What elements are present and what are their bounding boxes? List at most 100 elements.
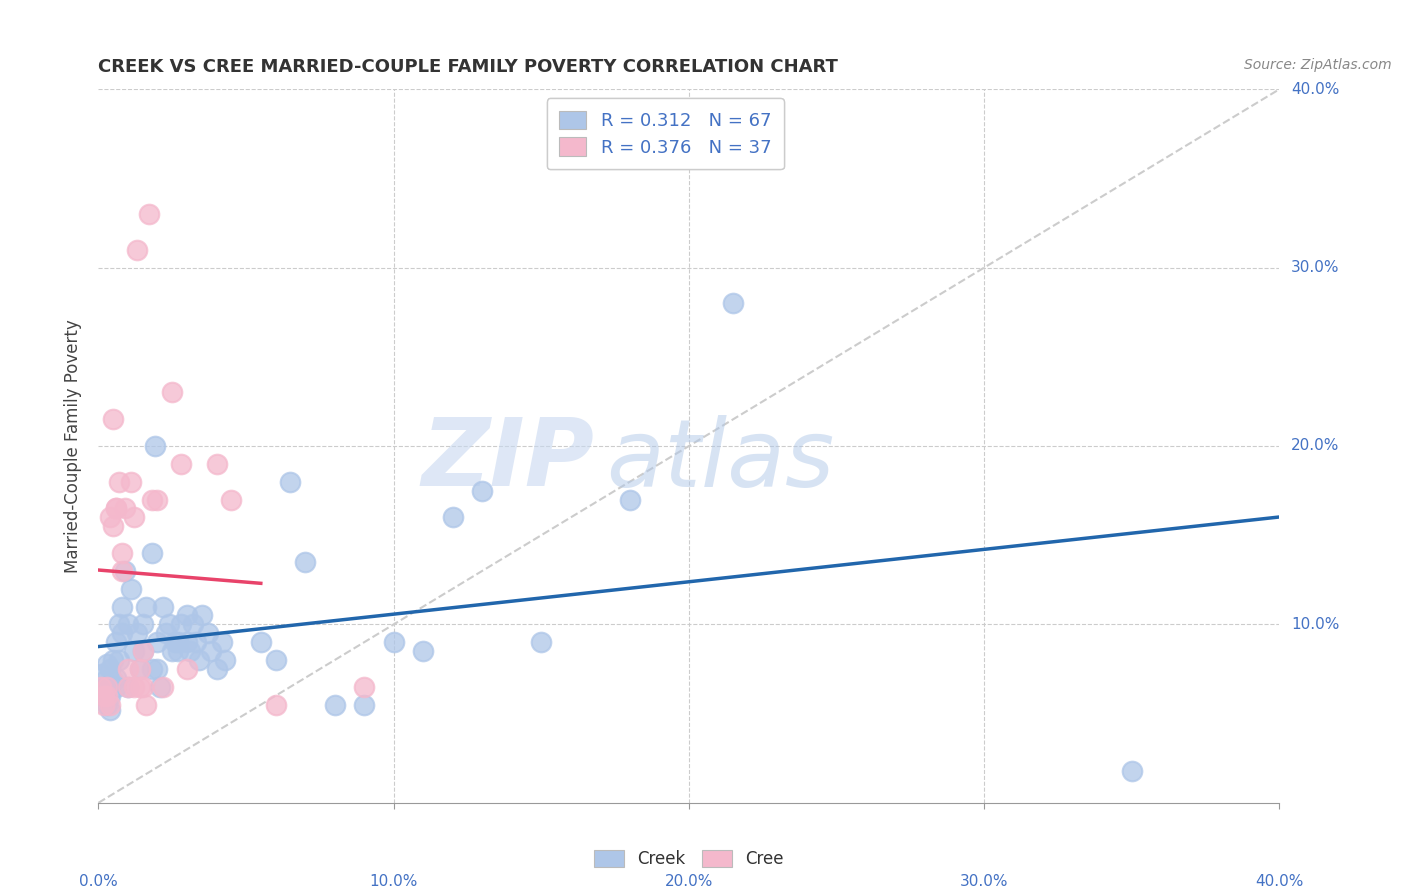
Point: [132, 680, 155, 694]
Point: [219, 492, 242, 507]
Point: [149, 680, 172, 694]
Point: [96, 680, 118, 694]
Point: [108, 475, 131, 489]
Point: [181, 617, 204, 632]
Point: [146, 635, 169, 649]
Point: [108, 653, 131, 667]
Point: [105, 671, 128, 685]
Point: [96, 689, 118, 703]
Text: 20.0%: 20.0%: [1291, 439, 1340, 453]
Point: [122, 680, 145, 694]
Point: [128, 662, 150, 676]
Point: [114, 501, 136, 516]
Text: Source: ZipAtlas.com: Source: ZipAtlas.com: [1244, 58, 1392, 72]
Point: [264, 698, 287, 712]
Point: [114, 564, 136, 578]
Point: [105, 501, 128, 516]
Point: [111, 599, 134, 614]
Point: [471, 483, 494, 498]
Point: [90, 680, 112, 694]
Point: [141, 662, 163, 676]
Text: atlas: atlas: [606, 415, 835, 506]
Point: [105, 635, 128, 649]
Point: [93, 674, 115, 689]
Point: [214, 653, 236, 667]
Point: [323, 698, 346, 712]
Point: [111, 564, 134, 578]
Point: [184, 635, 207, 649]
Point: [96, 657, 118, 671]
Text: 40.0%: 40.0%: [1256, 874, 1303, 889]
Point: [125, 243, 148, 257]
Point: [211, 635, 233, 649]
Point: [155, 626, 177, 640]
Point: [353, 680, 375, 694]
Point: [200, 644, 222, 658]
Point: [412, 644, 434, 658]
Point: [93, 689, 115, 703]
Point: [128, 680, 150, 694]
Point: [138, 207, 160, 221]
Point: [294, 555, 316, 569]
Point: [132, 644, 155, 658]
Point: [103, 674, 125, 689]
Point: [176, 608, 198, 623]
Point: [170, 457, 193, 471]
Point: [278, 475, 302, 489]
Text: 30.0%: 30.0%: [960, 874, 1008, 889]
Point: [117, 680, 139, 694]
Text: ZIP: ZIP: [422, 414, 595, 507]
Point: [143, 439, 166, 453]
Point: [264, 653, 287, 667]
Point: [141, 492, 163, 507]
Text: 40.0%: 40.0%: [1291, 82, 1340, 96]
Point: [187, 653, 209, 667]
Point: [205, 457, 228, 471]
Point: [135, 599, 157, 614]
Point: [176, 635, 198, 649]
Point: [120, 582, 142, 596]
Point: [179, 644, 201, 658]
Point: [619, 492, 641, 507]
Text: CREEK VS CREE MARRIED-COUPLE FAMILY POVERTY CORRELATION CHART: CREEK VS CREE MARRIED-COUPLE FAMILY POVE…: [98, 58, 838, 76]
Point: [103, 412, 125, 426]
Point: [98, 703, 121, 717]
Point: [90, 667, 112, 681]
Point: [98, 698, 121, 712]
Point: [93, 698, 115, 712]
Point: [105, 680, 128, 694]
Point: [157, 617, 180, 632]
Y-axis label: Married-Couple Family Poverty: Married-Couple Family Poverty: [65, 319, 83, 573]
Legend: Creek, Cree: Creek, Cree: [588, 843, 790, 875]
Point: [128, 662, 150, 676]
Point: [103, 519, 125, 533]
Text: 0.0%: 0.0%: [79, 874, 118, 889]
Point: [382, 635, 405, 649]
Point: [96, 680, 118, 694]
Point: [176, 662, 198, 676]
Point: [146, 662, 169, 676]
Point: [441, 510, 464, 524]
Point: [530, 635, 553, 649]
Point: [117, 680, 139, 694]
Point: [250, 635, 273, 649]
Point: [353, 698, 375, 712]
Point: [165, 635, 187, 649]
Point: [141, 546, 163, 560]
Point: [98, 510, 121, 524]
Point: [122, 510, 145, 524]
Point: [120, 475, 142, 489]
Point: [162, 644, 183, 658]
Point: [197, 626, 219, 640]
Point: [96, 698, 118, 712]
Point: [170, 617, 193, 632]
Point: [132, 617, 155, 632]
Point: [162, 385, 183, 400]
Point: [98, 662, 121, 676]
Point: [111, 546, 134, 560]
Text: 30.0%: 30.0%: [1291, 260, 1340, 275]
Point: [152, 680, 174, 694]
Legend: R = 0.312   N = 67, R = 0.376   N = 37: R = 0.312 N = 67, R = 0.376 N = 37: [547, 98, 785, 169]
Point: [132, 644, 155, 658]
Point: [125, 626, 148, 640]
